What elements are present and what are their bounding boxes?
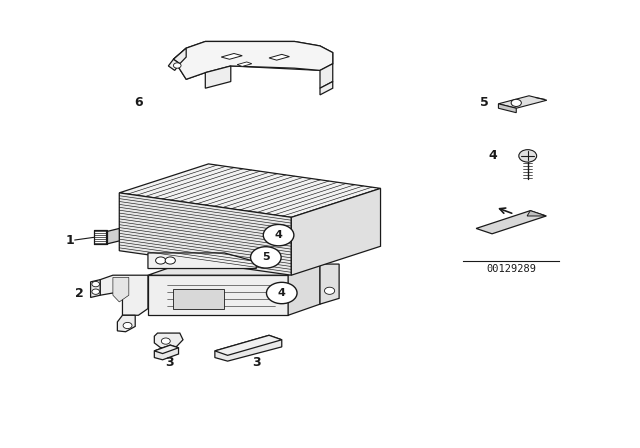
Polygon shape <box>117 315 135 332</box>
Polygon shape <box>320 64 333 88</box>
Polygon shape <box>291 188 381 275</box>
Polygon shape <box>237 62 252 66</box>
Text: 5: 5 <box>480 95 489 108</box>
Circle shape <box>519 150 537 162</box>
Text: 00129289: 00129289 <box>486 263 536 274</box>
Polygon shape <box>148 275 288 315</box>
Polygon shape <box>205 66 231 88</box>
Circle shape <box>266 282 297 304</box>
Polygon shape <box>269 54 289 60</box>
Polygon shape <box>100 275 148 315</box>
Polygon shape <box>119 193 291 275</box>
Polygon shape <box>113 277 129 302</box>
Circle shape <box>165 257 175 264</box>
Text: 4: 4 <box>278 288 285 298</box>
Polygon shape <box>173 42 333 79</box>
Polygon shape <box>499 96 547 108</box>
Polygon shape <box>288 264 320 315</box>
Circle shape <box>92 281 100 287</box>
Polygon shape <box>119 164 381 217</box>
Circle shape <box>324 287 335 294</box>
Circle shape <box>263 224 294 246</box>
Polygon shape <box>154 345 179 360</box>
Polygon shape <box>148 264 320 275</box>
Circle shape <box>161 338 170 344</box>
Polygon shape <box>173 48 186 64</box>
Circle shape <box>156 257 166 264</box>
Text: 2: 2 <box>75 287 83 300</box>
Text: 1: 1 <box>65 233 74 246</box>
Polygon shape <box>476 211 546 234</box>
Circle shape <box>92 289 100 294</box>
Polygon shape <box>320 264 339 304</box>
Text: 5: 5 <box>262 252 269 263</box>
Polygon shape <box>527 211 546 216</box>
Polygon shape <box>499 104 516 113</box>
Polygon shape <box>215 335 282 361</box>
Polygon shape <box>320 82 333 95</box>
Polygon shape <box>215 335 282 355</box>
Polygon shape <box>168 59 180 70</box>
Circle shape <box>250 247 281 268</box>
Polygon shape <box>154 333 183 348</box>
Polygon shape <box>154 345 179 353</box>
Text: 4: 4 <box>275 230 282 240</box>
Text: 3: 3 <box>165 356 174 369</box>
Text: 6: 6 <box>134 96 143 109</box>
Text: 4: 4 <box>488 149 497 162</box>
Polygon shape <box>173 289 225 309</box>
Polygon shape <box>221 53 243 59</box>
Circle shape <box>173 63 181 68</box>
Circle shape <box>123 323 132 329</box>
Text: 3: 3 <box>252 356 260 369</box>
Polygon shape <box>106 228 119 244</box>
Circle shape <box>511 99 522 107</box>
Polygon shape <box>148 253 256 268</box>
Polygon shape <box>91 280 100 297</box>
